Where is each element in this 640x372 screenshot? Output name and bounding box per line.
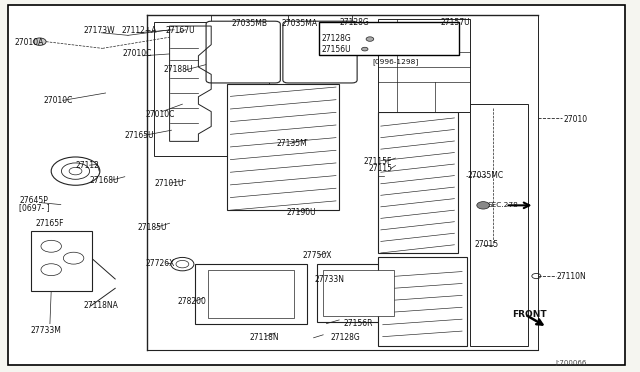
Text: 27112+A: 27112+A (122, 26, 157, 35)
Text: 27015: 27015 (475, 240, 499, 249)
Text: 27118N: 27118N (250, 333, 279, 342)
Text: 27115F: 27115F (364, 157, 392, 166)
Text: 27726X: 27726X (146, 259, 175, 268)
Bar (378, 257, 467, 346)
Text: 27118NA: 27118NA (83, 301, 118, 310)
Text: 27733M: 27733M (31, 326, 61, 335)
Bar (378, 19, 470, 112)
Text: 27168U: 27168U (90, 176, 119, 185)
Text: 27750X: 27750X (302, 251, 332, 260)
Text: 27165F: 27165F (36, 219, 65, 228)
Text: 27135M: 27135M (276, 139, 307, 148)
Text: 27110N: 27110N (557, 272, 586, 280)
Text: 27035MB: 27035MB (232, 19, 268, 28)
Text: 27010C: 27010C (123, 49, 152, 58)
Bar (195, 264, 307, 324)
Bar (323, 270, 394, 316)
Circle shape (477, 202, 490, 209)
FancyBboxPatch shape (319, 22, 459, 55)
Text: 27167U: 27167U (165, 26, 195, 35)
Text: 27165U: 27165U (125, 131, 154, 140)
Text: 27035MA: 27035MA (282, 19, 317, 28)
Text: 27156R: 27156R (343, 319, 372, 328)
Text: 27190U: 27190U (287, 208, 316, 217)
FancyBboxPatch shape (283, 21, 357, 83)
Bar (470, 104, 528, 346)
Text: 27010A: 27010A (14, 38, 44, 47)
Bar (31, 231, 92, 291)
Text: 27128G: 27128G (330, 333, 360, 342)
Text: [0996-1298]: [0996-1298] (372, 58, 419, 65)
Text: 27010C: 27010C (44, 96, 73, 105)
Text: 27101U: 27101U (155, 179, 184, 187)
Text: SEC.278: SEC.278 (488, 202, 518, 208)
Text: [0697- ]: [0697- ] (19, 203, 50, 212)
Text: 27128G: 27128G (321, 34, 351, 43)
Bar (378, 112, 458, 253)
Circle shape (33, 38, 46, 45)
Bar (154, 22, 269, 156)
Text: 27156U: 27156U (321, 45, 351, 54)
Text: 27157U: 27157U (440, 18, 470, 27)
Text: 278200: 278200 (178, 297, 207, 306)
Bar (208, 270, 294, 318)
Text: FRONT: FRONT (512, 310, 547, 319)
Text: 27185U: 27185U (138, 223, 167, 232)
Text: 27733N: 27733N (315, 275, 345, 284)
Text: 27112: 27112 (76, 161, 99, 170)
Text: 27115: 27115 (369, 164, 393, 173)
Text: J:700066: J:700066 (556, 360, 587, 366)
Text: 27128G: 27128G (339, 18, 369, 27)
Bar (227, 84, 339, 210)
Text: 27173W: 27173W (83, 26, 115, 35)
Text: 27645P: 27645P (19, 196, 48, 205)
Text: 27188U: 27188U (163, 65, 193, 74)
Bar (317, 264, 400, 322)
Text: 27010: 27010 (563, 115, 588, 124)
Text: 27010C: 27010C (146, 110, 175, 119)
FancyBboxPatch shape (206, 21, 280, 83)
Text: 27035MC: 27035MC (467, 171, 503, 180)
Circle shape (362, 47, 368, 51)
Circle shape (366, 37, 374, 41)
